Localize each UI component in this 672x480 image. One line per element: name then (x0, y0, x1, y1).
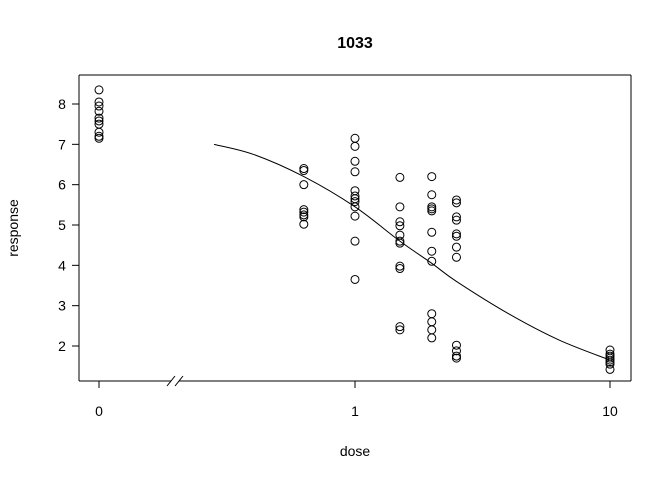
data-point (427, 256, 437, 266)
axis-break-mark-1 (166, 375, 176, 387)
data-point (94, 116, 104, 126)
data-point (299, 166, 309, 176)
chart-title: 1033 (337, 35, 373, 52)
data-point (395, 261, 405, 271)
data-point (427, 190, 437, 200)
data-point (94, 113, 104, 123)
data-point (451, 229, 461, 239)
y-tick-label: 5 (58, 217, 66, 233)
data-point (395, 325, 405, 335)
y-axis: 2 3 4 5 6 7 8 (58, 96, 79, 354)
data-point (350, 274, 360, 284)
y-tick-label: 4 (58, 257, 66, 273)
data-point (299, 205, 309, 215)
data-point (395, 202, 405, 212)
y-tick-label: 8 (58, 96, 66, 112)
data-point (605, 359, 615, 369)
data-point (427, 317, 437, 327)
data-point (94, 133, 104, 143)
data-point (451, 215, 461, 225)
data-point (451, 351, 461, 361)
data-point (427, 172, 437, 182)
x-axis-label: dose (340, 443, 371, 459)
data-point (395, 221, 405, 231)
data-point (94, 85, 104, 95)
fitted-curve (213, 143, 611, 361)
data-point (451, 353, 461, 363)
y-axis-label: response (5, 199, 21, 257)
data-point (395, 264, 405, 274)
data-point (350, 141, 360, 151)
data-point (427, 309, 437, 319)
data-point (299, 219, 309, 229)
data-point (395, 172, 405, 182)
data-point (451, 231, 461, 241)
data-point (350, 133, 360, 143)
data-point (94, 106, 104, 116)
y-tick-label: 2 (58, 338, 66, 354)
data-point (299, 164, 309, 174)
data-point (427, 333, 437, 343)
data-point (350, 167, 360, 177)
data-point (395, 238, 405, 248)
y-tick-label: 7 (58, 136, 66, 152)
data-point (350, 202, 360, 212)
data-point (427, 325, 437, 335)
data-point (451, 252, 461, 262)
data-point (427, 227, 437, 237)
x-axis: 0 1 10 (95, 381, 618, 419)
data-point (395, 217, 405, 227)
axis-break-mark-2 (174, 375, 184, 387)
data-point (299, 207, 309, 217)
data-point (299, 180, 309, 190)
fitted-curve-layer (213, 143, 611, 361)
data-point (451, 198, 461, 208)
data-point (350, 236, 360, 246)
plot-frame (78, 74, 632, 387)
data-point (427, 204, 437, 214)
data-point (395, 322, 405, 332)
data-point (427, 246, 437, 256)
data-point (94, 127, 104, 137)
x-tick-label: 10 (602, 403, 618, 419)
data-point (94, 97, 104, 107)
data-point (350, 197, 360, 207)
data-point (94, 101, 104, 111)
x-tick-label: 1 (351, 403, 359, 419)
data-point (350, 191, 360, 201)
data-point (451, 212, 461, 222)
y-tick-label: 6 (58, 177, 66, 193)
data-point (299, 212, 309, 222)
x-tick-label: 0 (95, 403, 103, 419)
data-point (605, 364, 615, 374)
y-tick-label: 3 (58, 298, 66, 314)
data-point (427, 206, 437, 216)
data-point (451, 195, 461, 205)
data-point (451, 346, 461, 356)
data-point (350, 156, 360, 166)
data-point (451, 242, 461, 252)
data-point (451, 340, 461, 350)
scatter-points (94, 85, 615, 374)
data-point (350, 211, 360, 221)
